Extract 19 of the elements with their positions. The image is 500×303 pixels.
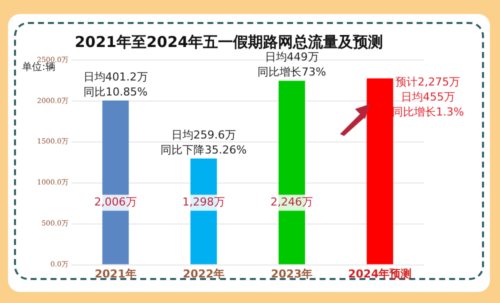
annotation: 日均259.6万 (171, 128, 236, 142)
annotation: 日均449万 (264, 50, 319, 64)
data-label: 2,246万 (270, 196, 314, 209)
text: 单位:辆 (22, 62, 56, 74)
annotation: 同比增长1.3% (392, 105, 464, 118)
bar (366, 78, 394, 264)
x-tick-label: 2024年预测 (348, 267, 412, 280)
annotation: 日均455万 (400, 90, 455, 104)
data-label: 1,298万 (182, 196, 225, 209)
annotation: 日均401.2万 (83, 70, 148, 84)
data-label: 2,006万 (94, 196, 137, 209)
annotation: 同比下降35.26% (160, 143, 247, 156)
x-tick-label: 2023年 (270, 267, 313, 280)
annotation: 同比10.85% (84, 85, 148, 98)
x-tick-label: 2021年 (94, 267, 136, 280)
chart-title: 2021年至2024年五一假期路网总流量及预测 (74, 32, 384, 51)
annotation: 预计2,275万 (396, 75, 460, 88)
annotation: 同比增长73% (258, 66, 326, 79)
x-tick-label: 2022年 (182, 267, 224, 280)
